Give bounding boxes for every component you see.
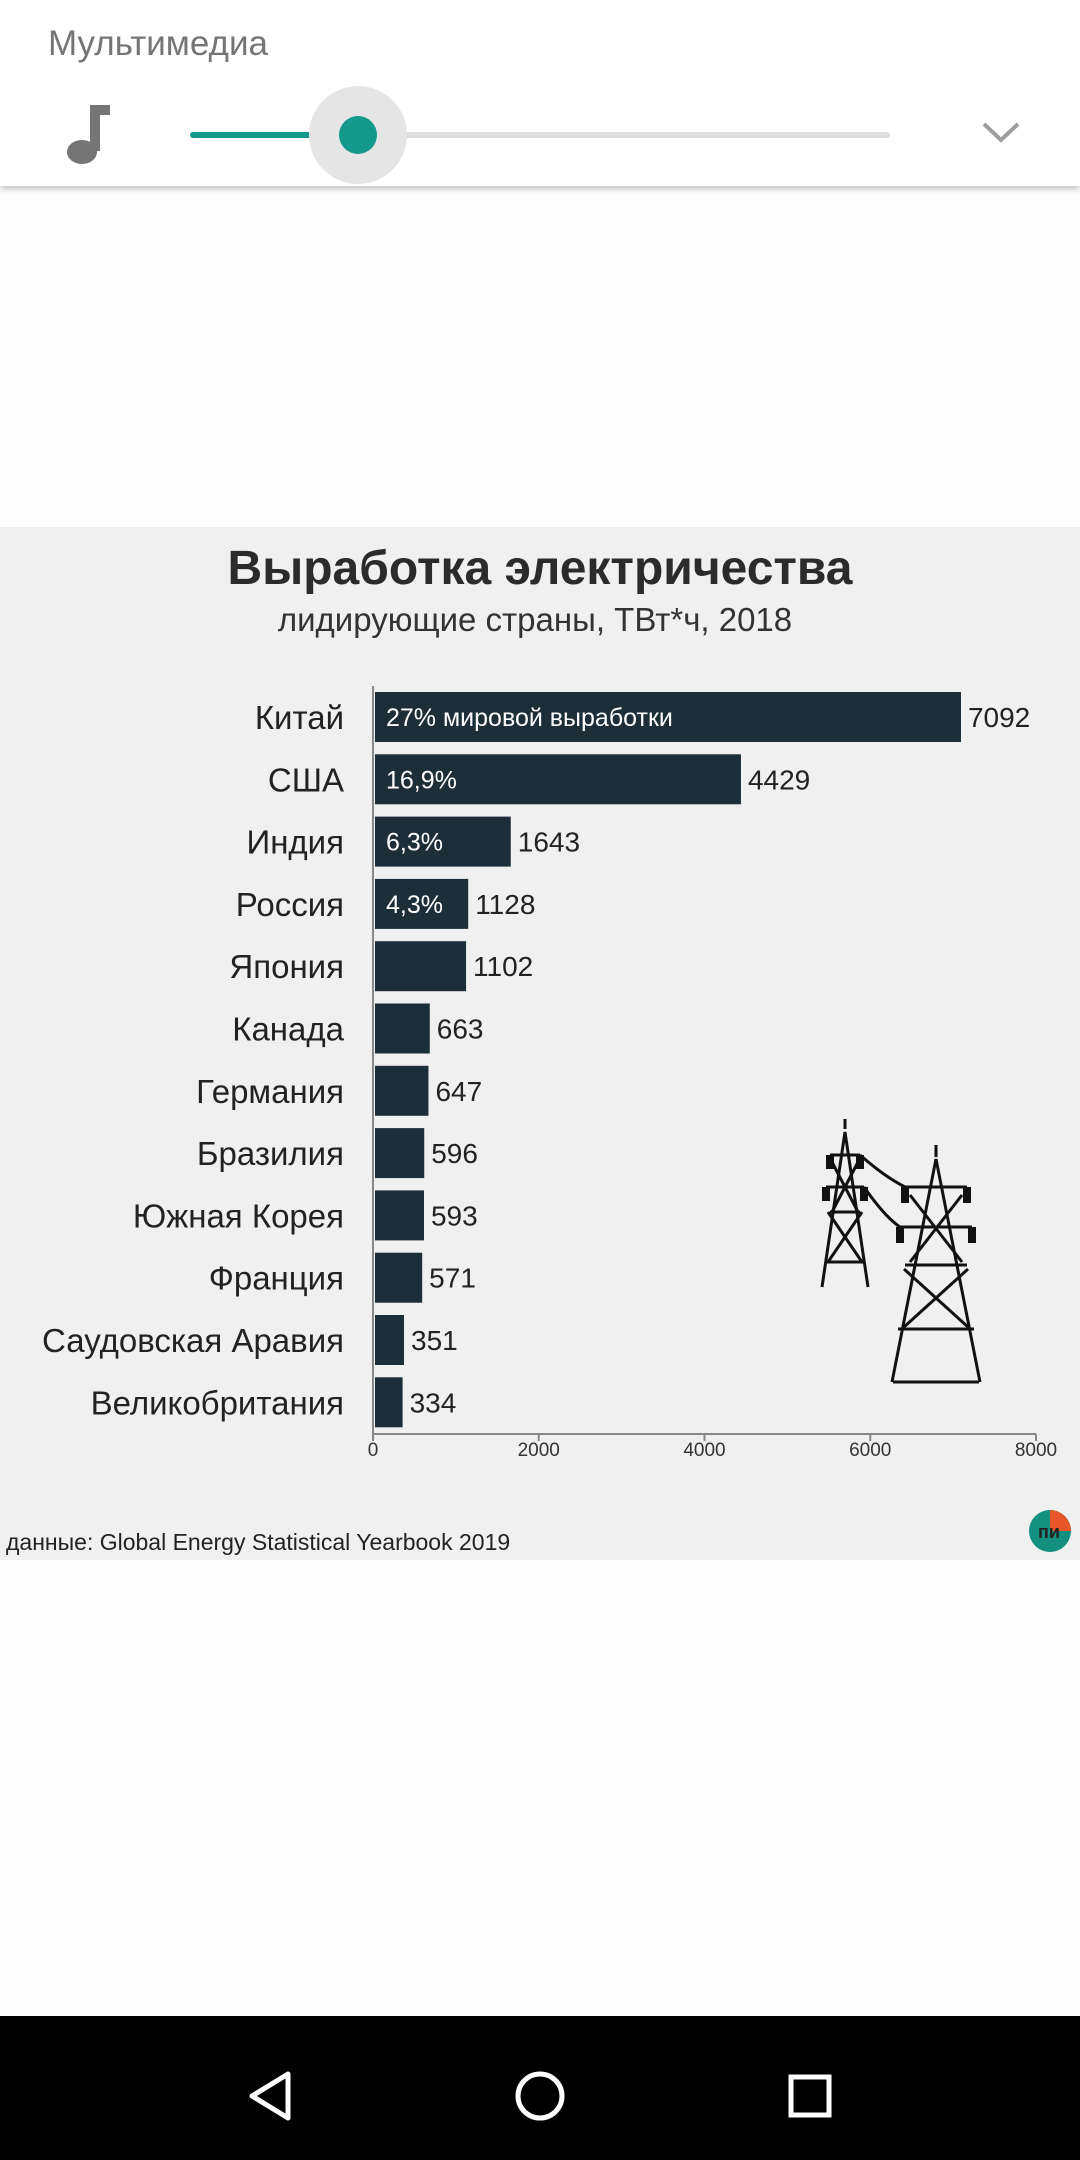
category-label: Китай [255,699,344,736]
x-tick-label: 6000 [849,1440,891,1461]
value-label: 1102 [473,951,533,982]
navigation-bar [0,2016,1080,2160]
slider-fill [190,132,358,138]
category-label: США [268,761,344,798]
power-tower-illustration [820,1119,982,1384]
bar [375,1315,405,1365]
share-label: 27% мировой выработки [386,704,673,732]
slider-track[interactable] [190,132,890,138]
value-label: 593 [431,1200,478,1231]
logo-text: пи [1038,1522,1060,1542]
category-label: Япония [229,948,344,985]
bar [375,941,467,992]
category-label: Великобритания [91,1384,344,1421]
slider-thumb[interactable] [339,116,377,154]
x-tick-label: 4000 [683,1440,725,1461]
value-label: 7092 [968,702,1030,733]
category-label: Россия [236,886,344,923]
chart-subtitle: лидирующие страны, ТВт*ч, 2018 [278,601,792,638]
bar [375,1377,403,1428]
value-label: 596 [431,1138,478,1169]
media-volume-slider[interactable] [190,86,890,184]
chart-image: Выработка электричества лидирующие стран… [0,527,1080,1560]
bar [375,1065,429,1116]
value-label: 334 [410,1387,457,1418]
bar [375,754,741,805]
back-icon[interactable] [230,2056,310,2136]
bar-chart: Выработка электричества лидирующие стран… [6,542,1071,1555]
music-note-icon[interactable] [60,105,112,165]
bar [375,1128,425,1179]
bar [375,816,511,867]
bar [375,1252,423,1303]
value-label: 647 [435,1076,482,1107]
x-ticks-group: 0 2000 4000 6000 8000 [368,1434,1057,1461]
value-label: 571 [429,1263,476,1294]
value-label: 1128 [475,889,535,920]
category-label: Франция [209,1260,344,1297]
value-label: 663 [437,1014,484,1045]
category-label: Индия [246,824,344,861]
chevron-down-icon[interactable] [980,116,1022,146]
insulator-icons [822,1155,976,1243]
value-label: 1643 [518,827,580,858]
bars-group: Китай 7092 27% мировой выработки США 4429 16,… [42,692,1030,1428]
bar [375,1003,430,1054]
bar [375,1190,424,1241]
category-label: Германия [196,1073,344,1110]
x-tick-label: 8000 [1015,1440,1057,1461]
category-label: Бразилия [197,1135,344,1172]
publisher-logo: пи [1029,1510,1071,1552]
category-label: Саудовская Аравия [42,1322,344,1359]
category-label: Южная Корея [133,1197,344,1234]
category-label: Канада [232,1011,344,1048]
x-tick-label: 2000 [518,1440,560,1461]
x-tick-label: 0 [368,1440,379,1461]
volume-panel-title: Мультимедиа [48,24,268,63]
value-label: 4429 [748,764,810,795]
home-icon[interactable] [500,2056,580,2136]
chart-title: Выработка электричества [228,542,853,595]
value-label: 351 [411,1325,458,1356]
volume-panel: Мультимедиа [0,0,1080,186]
share-label: 4,3% [386,891,443,919]
source-note: данные: Global Energy Statistical Yearbo… [6,1529,510,1555]
share-label: 6,3% [386,829,443,857]
recents-icon[interactable] [770,2056,850,2136]
bar [375,692,961,742]
bar [375,878,469,929]
share-label: 16,9% [386,766,457,794]
